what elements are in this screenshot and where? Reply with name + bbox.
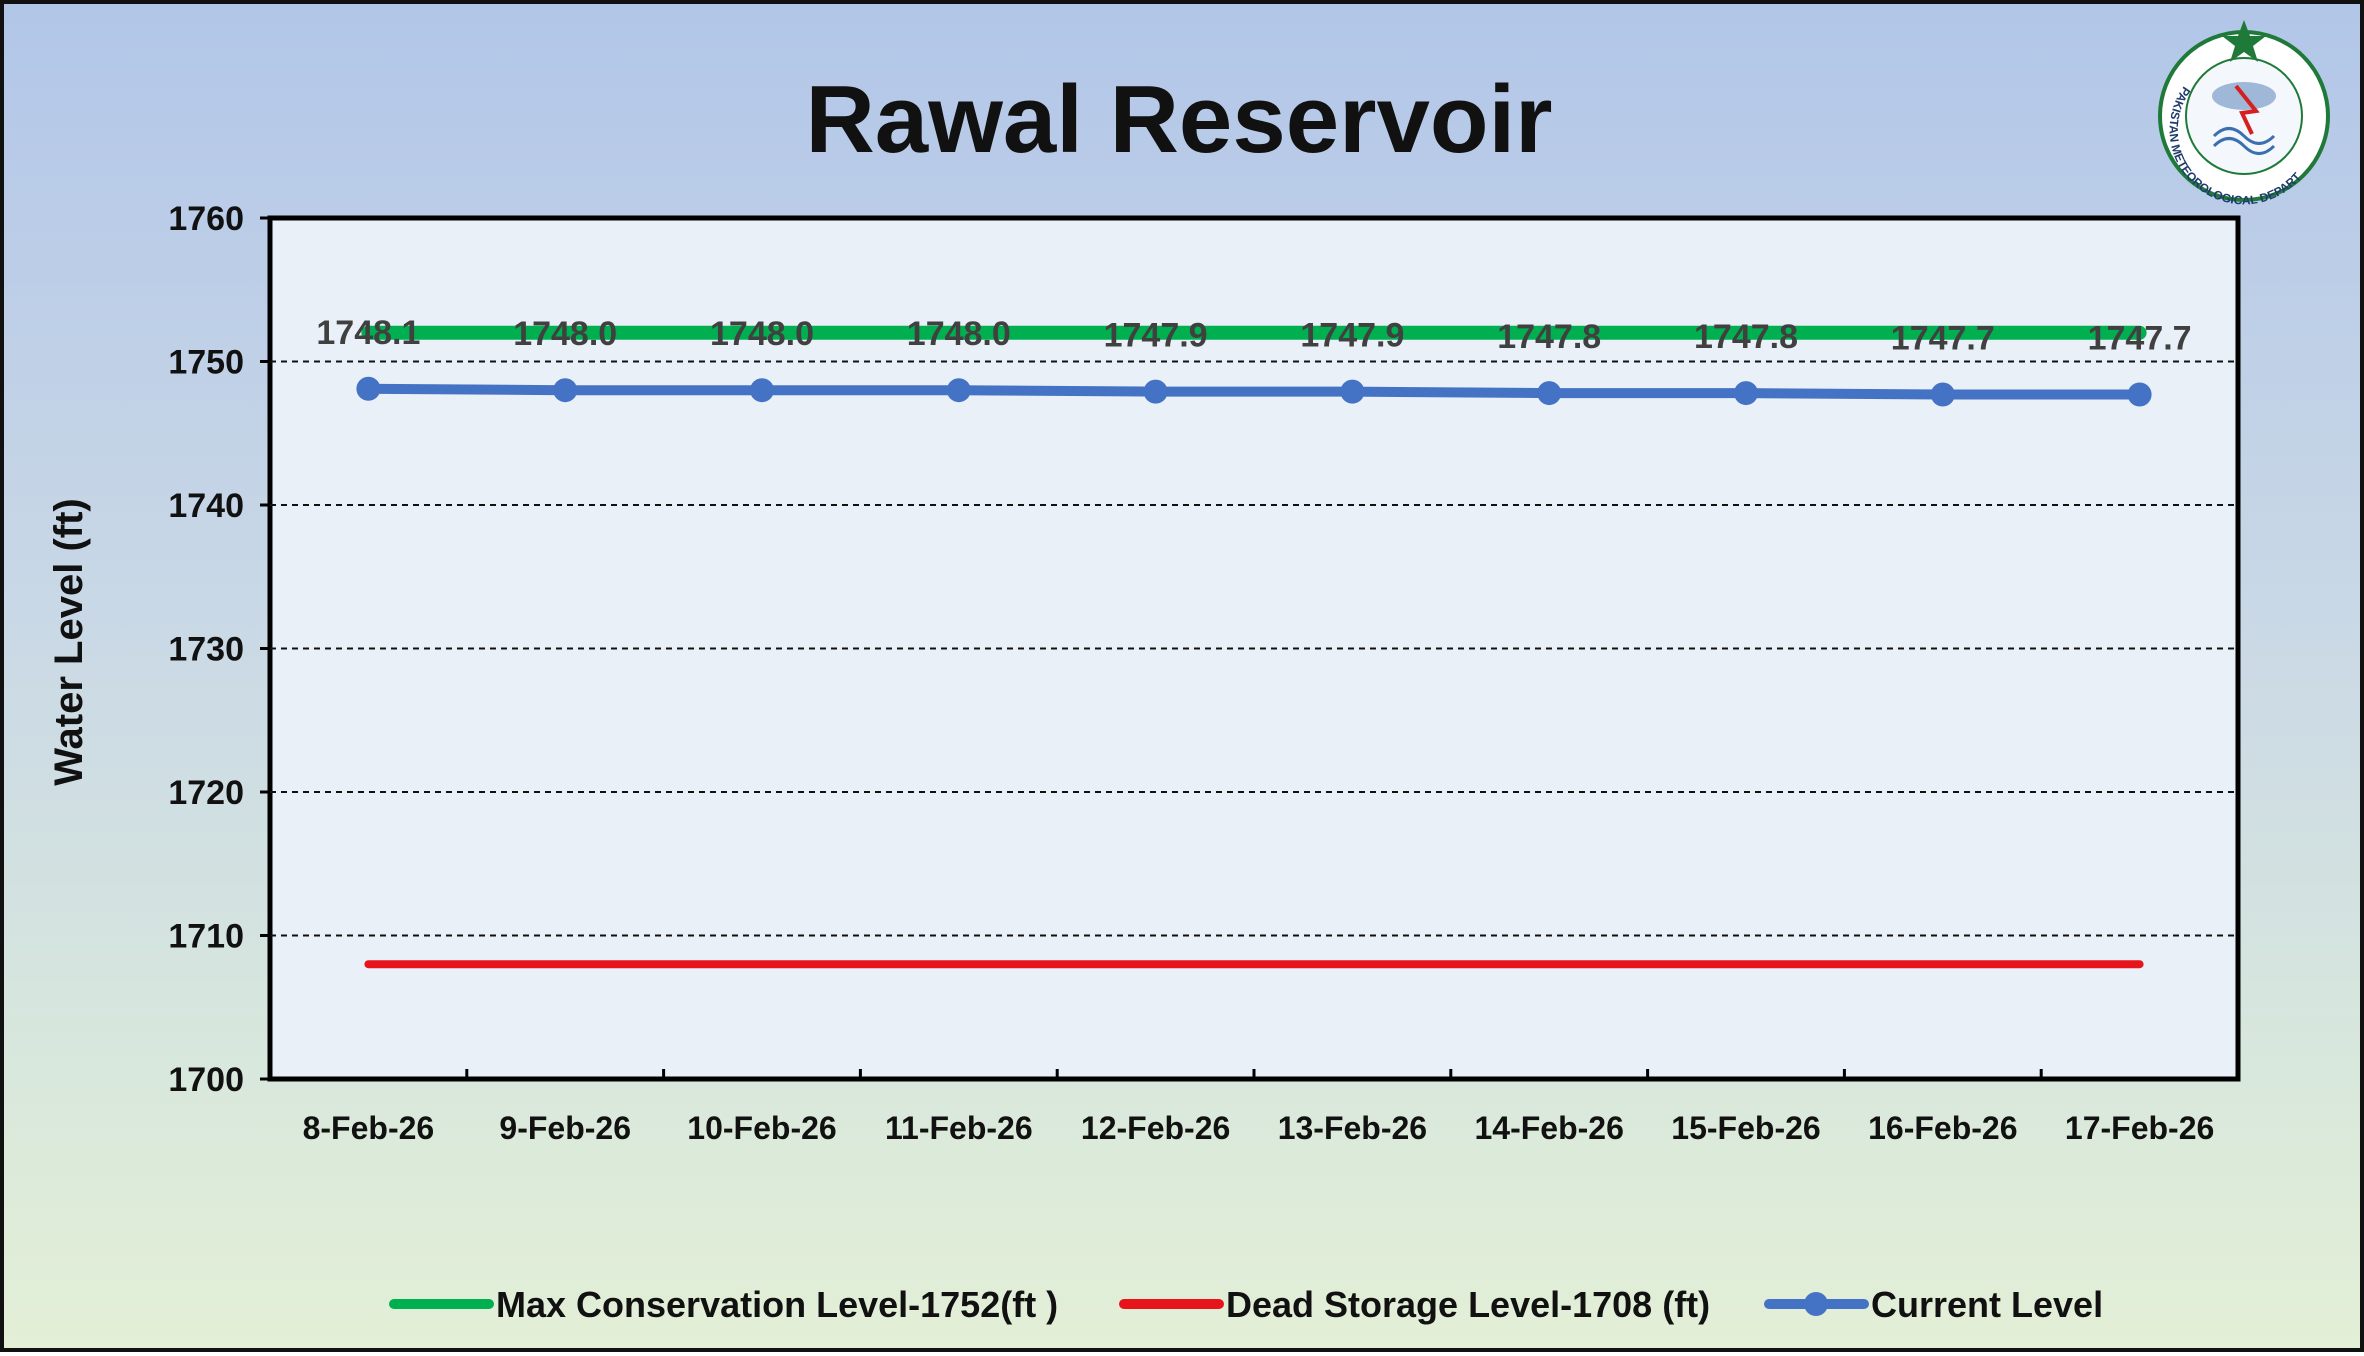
data-point: [946, 378, 971, 403]
data-label: 1747.9: [1104, 317, 1208, 355]
chart-canvas: Rawal Reservoir Water Level (ft) 1700 171…: [47, 66, 2241, 1325]
x-tick-label: 16-Feb-26: [1868, 1110, 2017, 1146]
legend-label-2: Current Level: [1871, 1284, 2103, 1325]
data-label: 1747.8: [1694, 318, 1798, 356]
y-tick-label: 1760: [168, 200, 244, 238]
data-label: 1747.8: [1497, 318, 1601, 356]
data-point: [1537, 381, 1562, 406]
data-label: 1748.0: [710, 315, 814, 353]
data-label: 1748.0: [513, 315, 617, 353]
legend-marker: [1804, 1292, 1828, 1316]
grid-layer: [270, 360, 2238, 937]
pmd-emblem-icon: PAKISTAN METEOROLOGICAL DEPARTMENT: [2144, 16, 2330, 208]
data-point: [750, 378, 774, 403]
data-point: [553, 378, 578, 403]
x-tick-label: 13-Feb-26: [1278, 1110, 1427, 1146]
legend: Max Conservation Level-1752(ft ) Dead Sto…: [389, 1284, 2103, 1325]
y-tick-label: 1710: [168, 918, 244, 956]
data-label: 1747.7: [2088, 320, 2192, 358]
legend-label-0: Max Conservation Level-1752(ft ): [496, 1284, 1058, 1325]
data-label-layer: 1748.1 1748.0 1748.0 1748.0 1747.9 1747.9 1747…: [316, 314, 2191, 358]
x-tick-label: 11-Feb-26: [885, 1110, 1033, 1146]
data-label: 1748.0: [907, 315, 1011, 353]
chart-title: Rawal Reservoir: [805, 66, 1552, 173]
legend-label-1: Dead Storage Level-1708 (ft): [1226, 1284, 1710, 1325]
x-tick-layer: 8-Feb-26 9-Feb-26 10-Feb-26 11-Feb-26 12-Feb…: [303, 1069, 2214, 1146]
x-tick-label: 12-Feb-26: [1081, 1110, 1230, 1146]
y-tick-label: 1730: [168, 631, 244, 669]
y-tick-layer: 1700 1710 1720 1730 1740 1750 1760: [168, 200, 270, 1099]
x-tick-label: 9-Feb-26: [499, 1110, 631, 1146]
data-point: [1143, 379, 1168, 404]
data-point: [1734, 381, 1758, 406]
x-tick-label: 17-Feb-26: [2065, 1110, 2214, 1146]
y-tick-label: 1750: [168, 344, 244, 382]
y-tick-label: 1700: [168, 1061, 244, 1099]
data-point: [1930, 382, 1955, 407]
series-layer: [356, 325, 2152, 969]
y-tick-label: 1720: [168, 774, 244, 812]
data-label: 1748.1: [316, 314, 420, 352]
data-point: [1340, 379, 1365, 404]
y-tick-label: 1740: [168, 487, 244, 525]
series-line-2: [363, 383, 2145, 400]
data-label: 1747.7: [1891, 320, 1995, 358]
data-point: [356, 376, 381, 401]
data-point: [2127, 382, 2152, 407]
x-tick-label: 10-Feb-26: [687, 1110, 836, 1146]
x-tick-label: 8-Feb-26: [303, 1110, 435, 1146]
data-label: 1747.9: [1300, 317, 1404, 355]
x-tick-label: 14-Feb-26: [1475, 1110, 1624, 1146]
x-tick-label: 15-Feb-26: [1671, 1110, 1820, 1146]
y-axis-label: Water Level (ft): [47, 498, 91, 785]
